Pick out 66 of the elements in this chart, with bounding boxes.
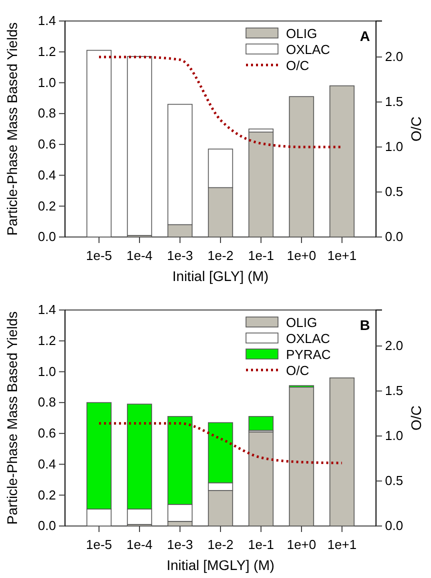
y-tick-label: 0.6 [38,426,56,441]
legend-label: OLIG [286,315,318,330]
y-tick-label: 1.2 [38,333,56,348]
x-tick-label: 1e-1 [248,537,274,552]
x-axis-title: Initial [GLY] (M) [172,268,269,284]
y-tick-label: 0.0 [38,229,56,244]
legend-label: OLIG [286,26,318,41]
bar [126,56,152,236]
x-tick-label: 1e+1 [327,537,357,552]
x-tick-label: 1e-5 [86,537,112,552]
y2-tick-label: 0.0 [385,518,404,534]
y-tick-label: 1.0 [38,364,56,379]
legend-label: O/C [286,58,310,73]
y2-tick-label: 1.5 [385,383,404,398]
x-tick-label: 1e+0 [286,248,316,264]
x-axis-title: Initial [MGLY] (M) [166,557,274,573]
bar [248,132,274,238]
x-tick-label: 1e-1 [248,248,274,264]
y-axis-title: Particle-Phase Mass Based Yields [4,311,20,525]
bar [248,416,274,431]
y2-tick-label: 1.0 [385,428,404,444]
bar [248,431,274,526]
legend-label: OXLAC [286,331,330,346]
y2-axis-title: O/C [408,406,424,430]
annotation: A [360,28,370,44]
legend-label: OXLAC [286,42,330,57]
y-tick-label: 1.4 [38,13,56,28]
y2-tick-label: 0.5 [385,473,404,488]
y2-tick-label: 2.0 [385,338,404,354]
bar [329,85,355,238]
x-tick-label: 1e-2 [207,248,234,264]
y2-tick-label: 1.5 [385,94,404,110]
annotation: B [360,317,370,333]
y-axis-title: Particle-Phase Mass Based Yields [4,22,20,236]
y2-tick-label: 2.0 [385,49,404,64]
bar [288,386,314,526]
x-tick-label: 1e+0 [286,537,316,552]
y-tick-label: 0.8 [38,394,56,410]
y-tick-label: 1.2 [38,44,56,60]
y2-tick-label: 1.0 [385,139,404,154]
y2-tick-label: 0.5 [385,184,404,200]
bar [329,377,355,526]
y-tick-label: 0.2 [38,198,56,214]
y-tick-label: 0.0 [38,518,56,534]
y-tick-label: 0.4 [38,456,56,472]
x-tick-label: 1e-4 [126,248,153,264]
y-tick-label: 0.6 [38,136,56,152]
bar [86,50,112,238]
legend-label: O/C [286,363,310,378]
x-tick-label: 1e+1 [327,248,357,264]
y2-axis-title: O/C [408,116,424,142]
y-tick-label: 1.4 [38,302,56,318]
y-tick-label: 0.2 [38,487,56,502]
x-tick-label: 1e-2 [207,537,234,552]
line-series [98,56,344,148]
y-tick-label: 1.0 [38,74,56,90]
x-tick-label: 1e-4 [126,537,153,552]
x-tick-label: 1e-3 [166,248,194,264]
y2-tick-label: 0.0 [385,229,404,244]
bar [288,96,314,238]
legend-label: PYRAC [286,347,331,362]
x-tick-label: 1e-3 [166,537,194,552]
x-tick-label: 1e-5 [86,248,112,264]
y-tick-label: 0.4 [38,167,56,182]
y-tick-label: 0.8 [38,106,56,121]
line-series [98,422,344,464]
